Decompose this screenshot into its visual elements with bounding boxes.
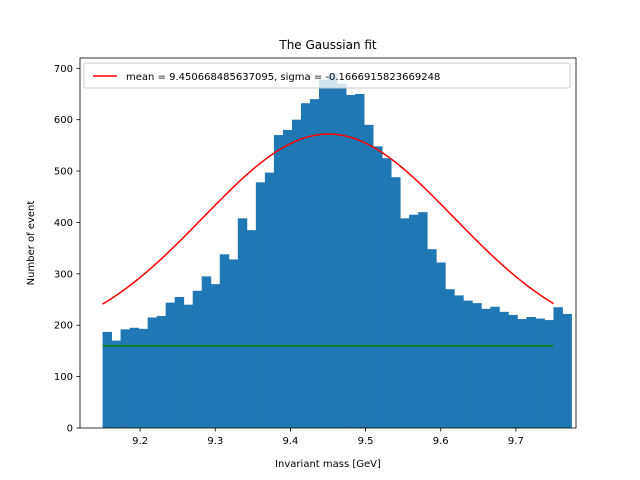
- histogram-bar: [526, 317, 536, 428]
- histogram-bar: [463, 300, 473, 428]
- histogram-bar: [165, 302, 176, 428]
- histogram-bar: [382, 158, 392, 428]
- x-tick-label: 9.4: [282, 436, 298, 447]
- x-tick-label: 9.5: [358, 436, 374, 447]
- y-tick-label: 100: [54, 372, 73, 383]
- x-tick-label: 9.6: [433, 436, 449, 447]
- histogram-bars: [102, 73, 572, 429]
- histogram-bar: [517, 319, 527, 428]
- histogram-bar: [138, 328, 149, 428]
- histogram-bar: [373, 146, 383, 428]
- plot-frame: [79, 57, 577, 429]
- x-tick-label: 9.2: [132, 436, 148, 447]
- histogram-bar: [120, 329, 130, 428]
- histogram-bar: [400, 218, 410, 428]
- histogram-bar: [391, 177, 401, 428]
- legend-box: [83, 62, 571, 89]
- histogram-bar: [544, 320, 554, 428]
- y-tick-label: 600: [54, 115, 73, 126]
- histogram-bar: [472, 303, 482, 429]
- histogram-bar: [246, 230, 257, 428]
- histogram-bar: [535, 318, 545, 428]
- y-axis-label: Number of event: [26, 201, 37, 286]
- histogram-bar: [147, 317, 158, 428]
- histogram-bar: [237, 218, 248, 428]
- histogram-bar: [445, 289, 455, 428]
- histogram-bar: [102, 331, 112, 428]
- y-tick-label: 0: [67, 424, 73, 435]
- histogram-bar: [210, 284, 221, 428]
- x-tick-label: 9.3: [207, 436, 223, 447]
- histogram-bar: [553, 307, 563, 428]
- y-tick-label: 700: [54, 64, 73, 75]
- x-axis-label: Invariant mass [GeV]: [275, 459, 381, 470]
- histogram-bar: [562, 313, 572, 428]
- histogram-bar: [282, 129, 293, 428]
- x-tick-label: 9.7: [508, 436, 524, 447]
- histogram-bar: [427, 249, 437, 428]
- histogram-bar: [418, 212, 428, 428]
- histogram-bar: [300, 103, 311, 428]
- y-tick-label: 500: [54, 167, 73, 178]
- y-axis-ticks: 0 100 200 300 400 500 600 700: [54, 64, 80, 435]
- histogram-bar: [454, 295, 464, 428]
- y-tick-label: 300: [54, 269, 73, 280]
- histogram-bar: [291, 119, 302, 429]
- histogram-bar: [111, 340, 121, 428]
- histogram-bar: [499, 311, 509, 428]
- histogram-bar: [174, 296, 185, 428]
- histogram-bar: [264, 172, 275, 428]
- histogram-bar: [201, 276, 212, 428]
- x-axis-ticks: 9.2 9.3 9.4 9.5 9.6 9.7: [132, 428, 524, 447]
- histogram-bar: [228, 259, 239, 428]
- histogram-bar: [192, 290, 203, 428]
- histogram-bar: [355, 93, 365, 428]
- histogram-bar: [255, 182, 266, 428]
- chart-title: The Gaussian fit: [278, 38, 377, 52]
- histogram-bar: [346, 95, 356, 428]
- histogram-bar: [156, 315, 167, 428]
- y-tick-label: 400: [54, 218, 73, 229]
- histogram-bar: [309, 99, 320, 429]
- histogram-bar: [328, 73, 338, 429]
- fit-curves: [102, 133, 554, 347]
- histogram-bar: [129, 327, 140, 428]
- legend-label-fit: mean = 9.450668485637095, sigma = -0.166…: [126, 72, 440, 83]
- histogram-bar: [183, 304, 194, 428]
- histogram-bar: [219, 254, 230, 428]
- legend: mean = 9.450668485637095, sigma = -0.166…: [83, 62, 571, 89]
- histogram-bar: [508, 314, 518, 428]
- histogram-bar: [481, 308, 491, 428]
- histogram-bar: [409, 214, 419, 428]
- histogram-bar: [273, 135, 284, 428]
- y-tick-label: 200: [54, 321, 73, 332]
- gaussian-fit-line: [102, 133, 554, 305]
- histogram-bar: [490, 306, 500, 428]
- histogram-bar: [364, 124, 374, 428]
- histogram-bar: [318, 79, 329, 428]
- histogram-bar: [337, 83, 347, 428]
